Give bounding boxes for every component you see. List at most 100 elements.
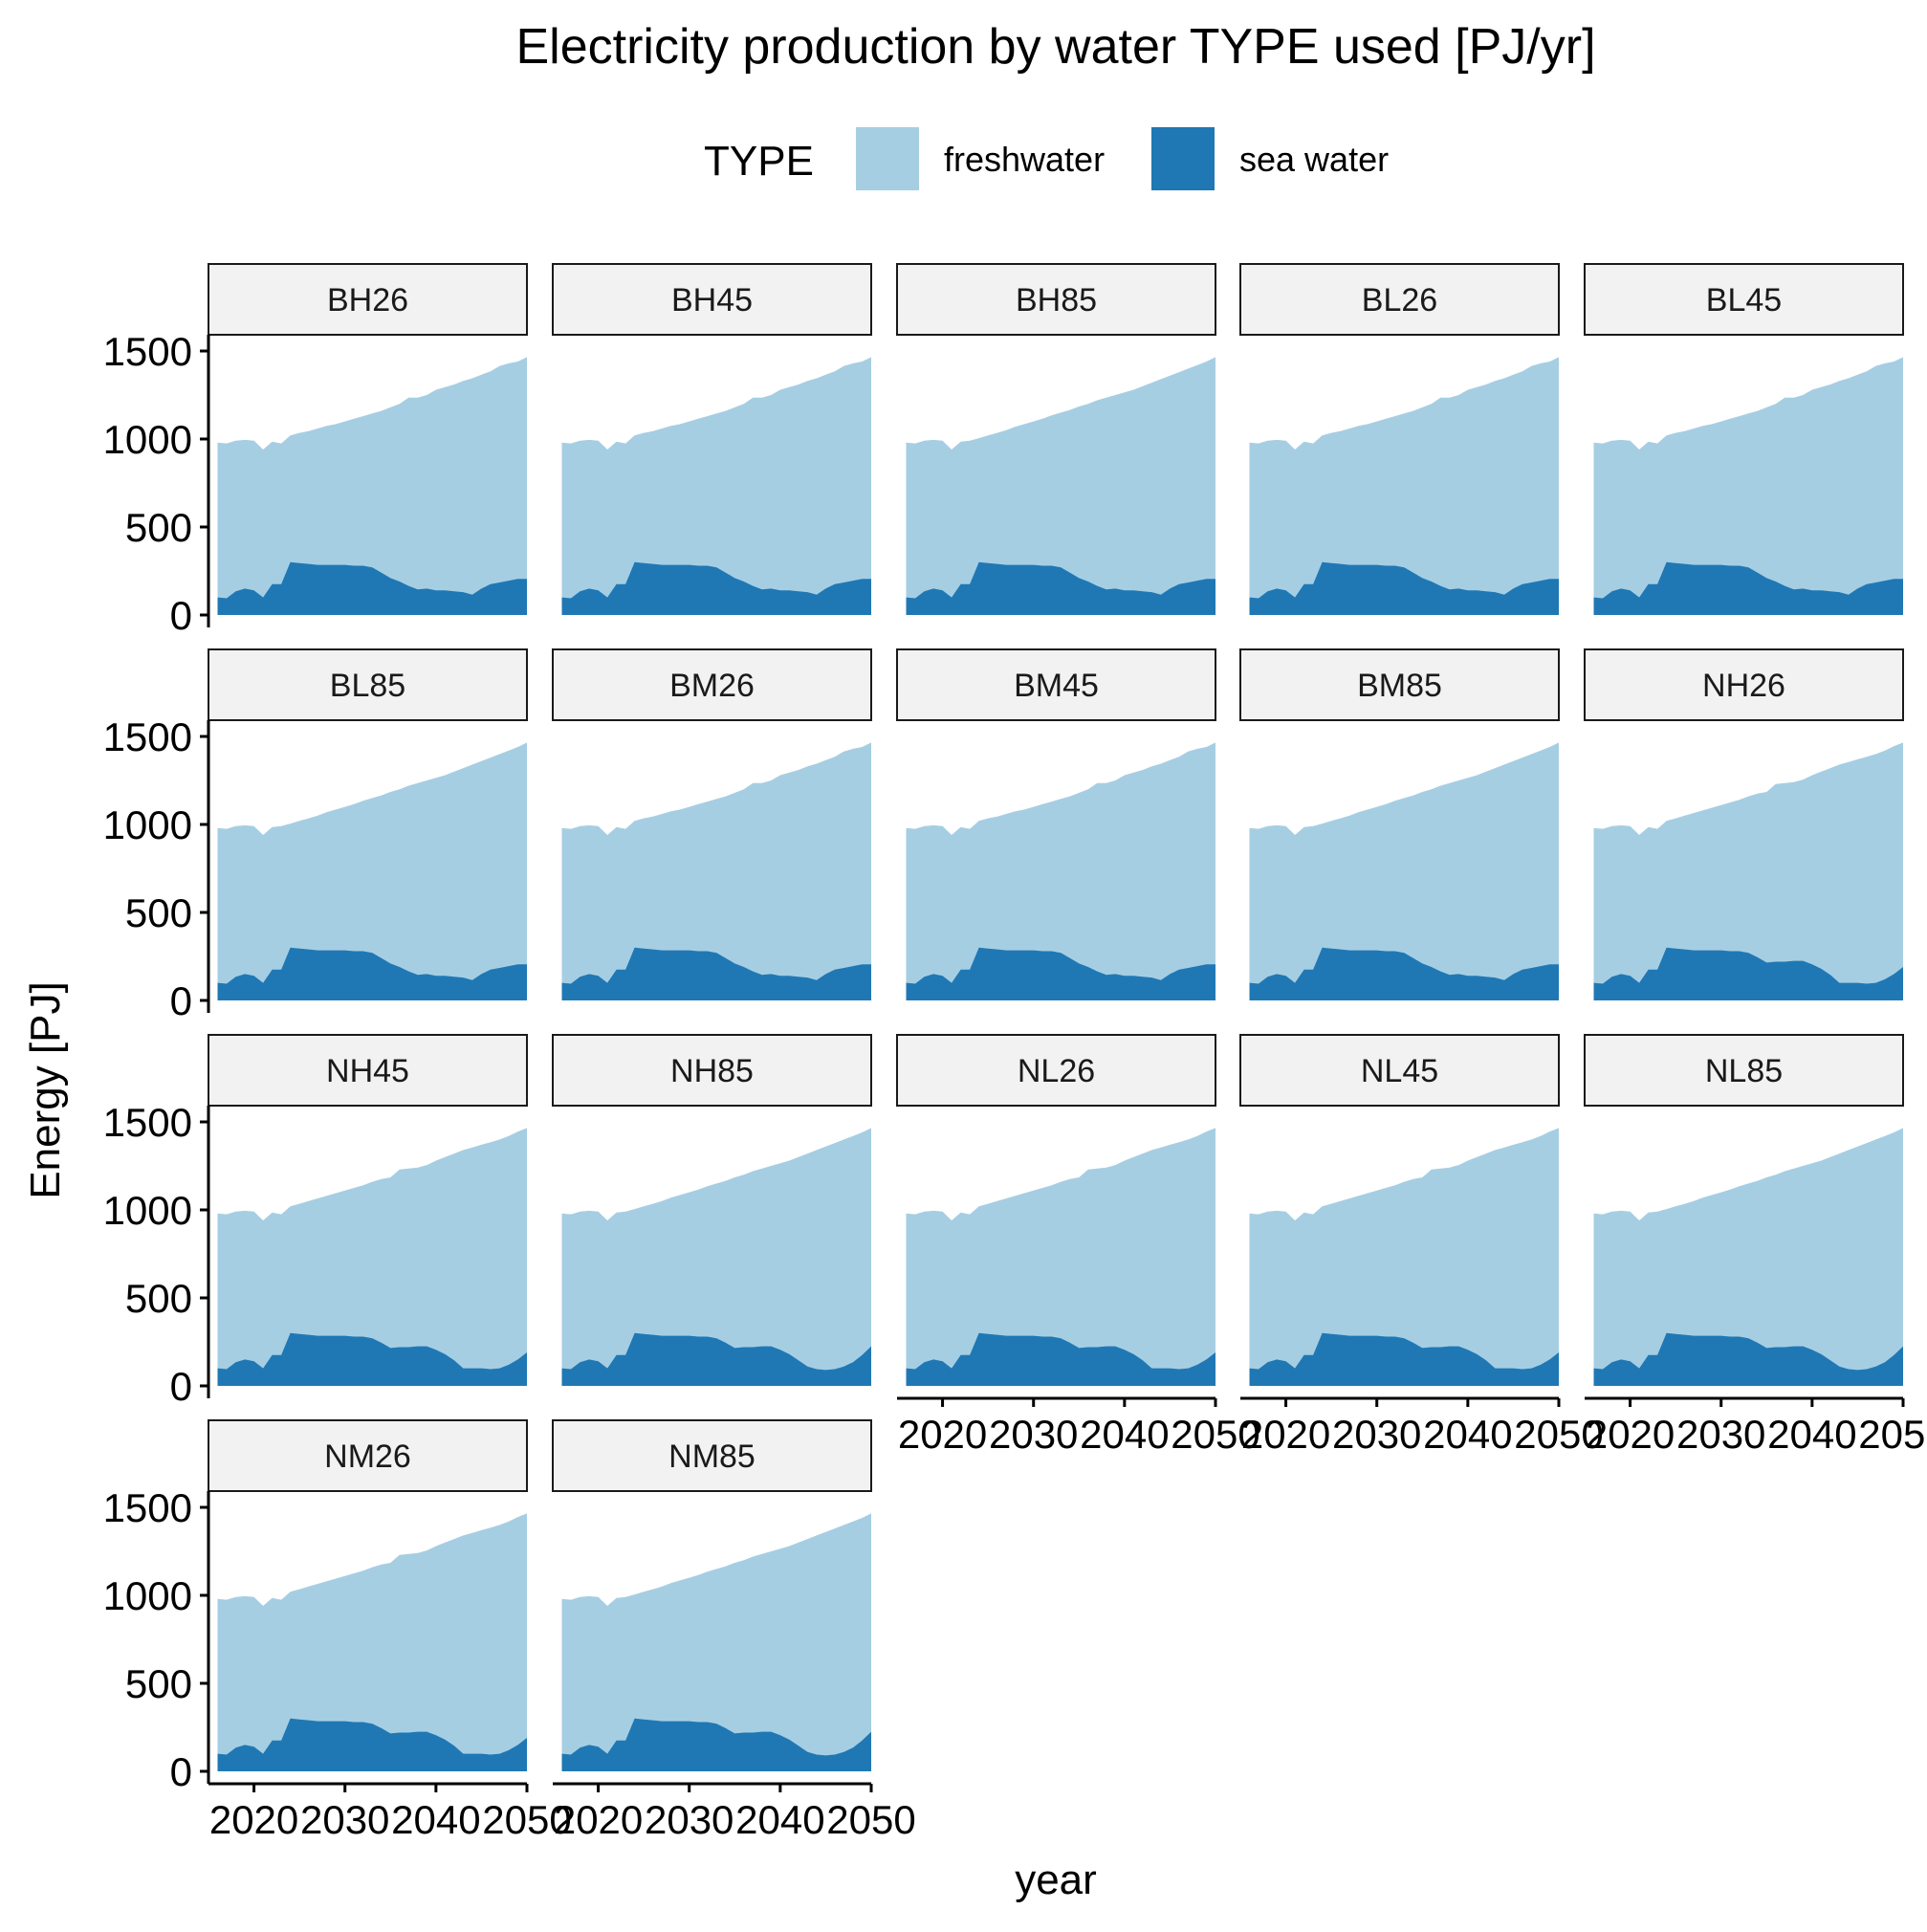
facet-panel-bl26: BL26 xyxy=(1239,263,1560,615)
area-sea-water xyxy=(217,947,527,1000)
area-sea-water xyxy=(1593,561,1903,615)
y-tick-label: 1500 xyxy=(103,1485,192,1530)
facet-panel-nh26: NH26 xyxy=(1584,648,1904,1000)
area-sea-water xyxy=(561,947,871,1000)
area-sea-water xyxy=(1249,561,1559,615)
x-tick-label: 2030 xyxy=(1676,1412,1765,1457)
area-freshwater xyxy=(217,742,527,1000)
area-freshwater xyxy=(561,357,871,615)
strip-bh45 xyxy=(552,263,872,336)
strip-label: NH45 xyxy=(326,1053,409,1089)
strip-label: BM45 xyxy=(1014,668,1099,704)
area-freshwater xyxy=(1249,1128,1559,1386)
x-tick-label: 2040 xyxy=(391,1797,480,1842)
area-sea-water xyxy=(217,1718,527,1771)
facet-panel-nm85: NM85 2020 2030 2040 2050 xyxy=(552,1419,916,1842)
strip-label: BH85 xyxy=(1016,282,1097,318)
strip-label: BL45 xyxy=(1706,282,1782,318)
strip-label: NL85 xyxy=(1705,1053,1783,1089)
area-sea-water xyxy=(217,1332,527,1386)
area-freshwater xyxy=(217,1128,527,1386)
x-tick-label: 2050 xyxy=(1858,1412,1927,1457)
facet-panel-nh85: NH85 xyxy=(552,1034,872,1386)
facet-panel-bh26: BH26 0 500 1000 1500 xyxy=(103,263,528,638)
strip-bl26 xyxy=(1239,263,1560,336)
area-freshwater xyxy=(906,357,1215,615)
legend-title: TYPE xyxy=(704,138,814,185)
area-sea-water xyxy=(1249,1332,1559,1386)
facet-panel-nl26: NL26 2020 2030 2040 2050 xyxy=(896,1034,1260,1457)
strip-nl85 xyxy=(1584,1034,1904,1107)
area-sea-water xyxy=(1593,1332,1903,1386)
facet-panel-bm26: BM26 xyxy=(552,648,872,1000)
x-tick-label: 2020 xyxy=(898,1412,987,1457)
y-tick-label: 0 xyxy=(170,1364,192,1409)
x-tick-label: 2040 xyxy=(1767,1412,1856,1457)
strip-nl26 xyxy=(896,1034,1216,1107)
strip-bl85 xyxy=(208,648,528,721)
legend-swatch-freshwater xyxy=(856,127,919,190)
area-freshwater xyxy=(1249,742,1559,1000)
strip-label: BM85 xyxy=(1357,668,1442,704)
area-freshwater xyxy=(217,1513,527,1771)
y-tick-label: 1500 xyxy=(103,1100,192,1145)
area-freshwater xyxy=(1593,742,1903,1000)
strip-bm45 xyxy=(896,648,1216,721)
strip-nm26 xyxy=(208,1419,528,1492)
facet-panel-bh85: BH85 xyxy=(896,263,1216,615)
area-sea-water xyxy=(906,947,1215,1000)
strip-label: NM26 xyxy=(324,1438,411,1475)
area-freshwater xyxy=(1249,357,1559,615)
area-freshwater xyxy=(217,357,527,615)
facet-panel-nm26: NM26 0 500 1000 1500 2020 2030 2040 2050 xyxy=(103,1419,572,1842)
strip-bl45 xyxy=(1584,263,1904,336)
x-tick-label: 2040 xyxy=(735,1797,824,1842)
area-sea-water xyxy=(1249,947,1559,1000)
strip-label: BH26 xyxy=(327,282,408,318)
y-tick-label: 500 xyxy=(125,890,192,935)
x-tick-label: 2020 xyxy=(554,1797,643,1842)
y-tick-label: 1000 xyxy=(103,1573,192,1618)
y-tick-label: 0 xyxy=(170,593,192,638)
y-tick-label: 500 xyxy=(125,1276,192,1321)
x-tick-label: 2030 xyxy=(300,1797,389,1842)
area-freshwater xyxy=(561,1513,871,1771)
x-tick-label: 2020 xyxy=(1586,1412,1675,1457)
x-tick-label: 2050 xyxy=(1514,1412,1603,1457)
y-tick-label: 1000 xyxy=(103,417,192,462)
strip-nm85 xyxy=(552,1419,872,1492)
x-tick-label: 2030 xyxy=(989,1412,1078,1457)
strip-bh26 xyxy=(208,263,528,336)
strip-label: BH45 xyxy=(671,282,753,318)
strip-label: NM85 xyxy=(668,1438,755,1475)
facet-panel-bl45: BL45 xyxy=(1584,263,1904,615)
strip-label: NH85 xyxy=(670,1053,754,1089)
x-tick-label: 2050 xyxy=(1171,1412,1259,1457)
strip-bm85 xyxy=(1239,648,1560,721)
strip-label: BM26 xyxy=(669,668,755,704)
strip-label: BL26 xyxy=(1362,282,1437,318)
strip-label: NL45 xyxy=(1361,1053,1438,1089)
area-freshwater xyxy=(906,742,1215,1000)
legend: TYPE freshwater sea water xyxy=(704,127,1389,190)
area-sea-water xyxy=(561,561,871,615)
facet-panel-bl85: BL85 0 500 1000 1500 xyxy=(103,648,528,1023)
area-sea-water xyxy=(217,561,527,615)
y-tick-label: 1000 xyxy=(103,802,192,847)
facet-panel-bm85: BM85 xyxy=(1239,648,1560,1000)
y-tick-label: 1000 xyxy=(103,1188,192,1233)
x-tick-label: 2040 xyxy=(1423,1412,1512,1457)
legend-swatch-sea-water xyxy=(1151,127,1215,190)
strip-nh85 xyxy=(552,1034,872,1107)
area-freshwater xyxy=(561,1128,871,1386)
strip-bm26 xyxy=(552,648,872,721)
x-tick-label: 2040 xyxy=(1080,1412,1169,1457)
area-sea-water xyxy=(561,1718,871,1771)
facet-panel-nl45: NL45 2020 2030 2040 2050 xyxy=(1239,1034,1604,1457)
area-freshwater xyxy=(906,1128,1215,1386)
y-tick-label: 500 xyxy=(125,505,192,550)
x-tick-label: 2020 xyxy=(1241,1412,1330,1457)
chart-title: Electricity production by water TYPE use… xyxy=(515,19,1595,75)
